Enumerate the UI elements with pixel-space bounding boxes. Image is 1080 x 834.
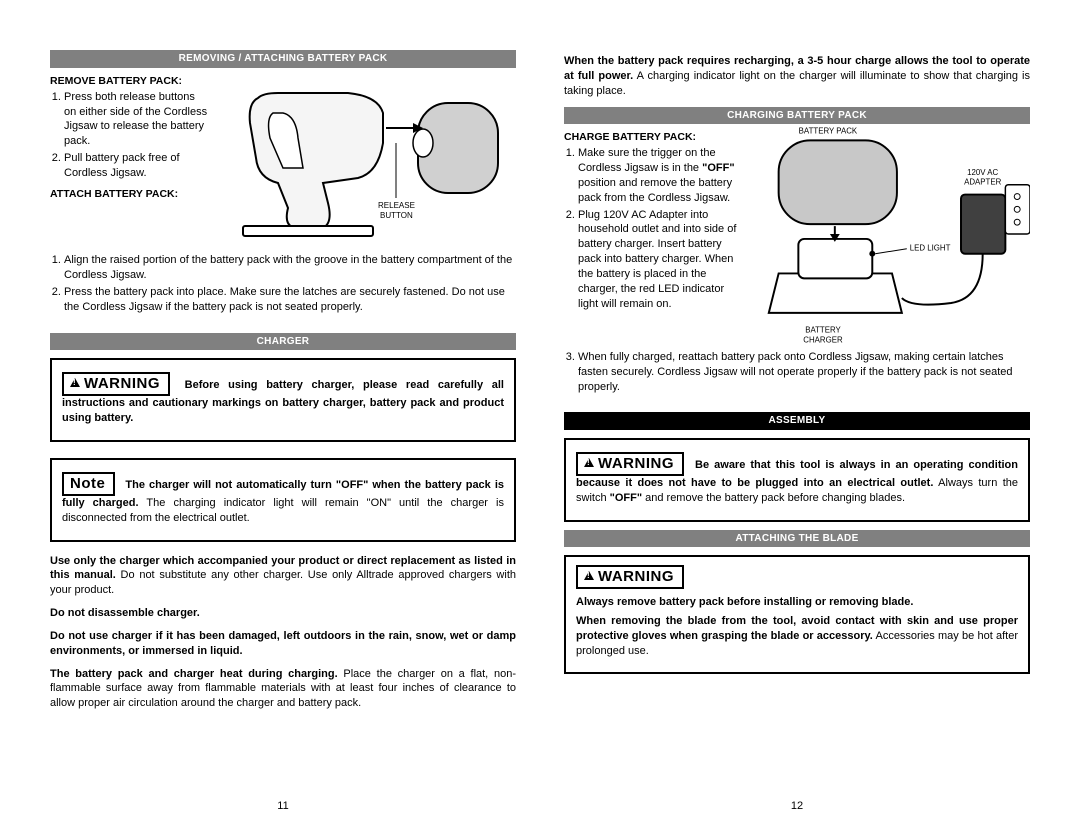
note-box-charger: Note The charger will not automatically … [50, 458, 516, 542]
charge-step-3: When fully charged, reattach battery pac… [578, 350, 1030, 395]
warning-label: WARNING [84, 375, 160, 392]
charger-p2: Do not disassemble charger. [50, 606, 516, 621]
page-number-right: 12 [564, 787, 1030, 814]
charge-list: Make sure the trigger on the Cordless Ji… [564, 146, 744, 311]
remove-heading: REMOVE BATTERY PACK: [50, 74, 210, 88]
page-number-left: 11 [50, 787, 516, 814]
attach-step-2: Press the battery pack into place. Make … [64, 285, 516, 315]
right-column: When the battery pack requires rechargin… [564, 50, 1030, 814]
warning-triangle-icon [70, 378, 80, 387]
jigsaw-figure: RELEASE BUTTON [220, 68, 516, 252]
svg-text:120V AC: 120V AC [967, 168, 998, 177]
section-bar-blade: ATTACHING THE BLADE [564, 530, 1030, 548]
intro-rest: A charging indicator light on the charge… [564, 70, 1030, 97]
warning-badge-3: WARNING [576, 565, 684, 589]
jigsaw-illustration: RELEASE BUTTON [220, 68, 516, 248]
charger-p4: The battery pack and charger heat during… [50, 667, 516, 712]
attach-heading: ATTACH BATTERY PACK: [50, 187, 210, 201]
warn3-a: Always remove battery pack before instal… [576, 595, 1018, 610]
charge-step-2: Plug 120V AC Adapter into household outl… [578, 208, 744, 312]
warning-label-2: WARNING [598, 455, 674, 472]
svg-text:BATTERY: BATTERY [805, 326, 841, 335]
remove-step-1: Press both release buttons on either sid… [64, 90, 210, 149]
charger-p1-rest: Do not substitute any other charger. Use… [50, 569, 516, 596]
warning-label-3: WARNING [598, 568, 674, 585]
svg-text:BUTTON: BUTTON [380, 211, 413, 220]
intro-text: When the battery pack requires rechargin… [564, 54, 1030, 99]
warning-badge-2: WARNING [576, 452, 684, 476]
charger-p4-bold: The battery pack and charger heat during… [50, 668, 338, 680]
remove-step-2: Pull battery pack free of Cordless Jigsa… [64, 151, 210, 181]
attach-list: Align the raised portion of the battery … [50, 253, 516, 316]
remove-wrap: REMOVE BATTERY PACK: Press both release … [50, 68, 516, 252]
note-badge: Note [62, 472, 115, 496]
svg-text:ADAPTER: ADAPTER [964, 178, 1002, 187]
warning-box-charger: WARNING Before using battery charger, pl… [50, 358, 516, 442]
note-label: Note [70, 475, 105, 492]
attach-step-1: Align the raised portion of the battery … [64, 253, 516, 283]
svg-text:CHARGER: CHARGER [803, 335, 843, 344]
charging-wrap: CHARGE BATTERY PACK: Make sure the trigg… [564, 124, 1030, 348]
remove-list: Press both release buttons on either sid… [50, 90, 210, 181]
warning-box-assembly: WARNING Be aware that this tool is alway… [564, 438, 1030, 522]
svg-text:LED LIGHT: LED LIGHT [910, 244, 951, 253]
charge-heading: CHARGE BATTERY PACK: [564, 130, 744, 144]
section-bar-removing: REMOVING / ATTACHING BATTERY PACK [50, 50, 516, 68]
warning-triangle-icon-3 [584, 571, 594, 580]
warn2-off: "OFF" [610, 492, 642, 504]
warn3-b: When removing the blade from the tool, a… [576, 614, 1018, 659]
release-button-label: RELEASE [378, 201, 415, 210]
warn2-rest2: and remove the battery pack before chang… [642, 492, 905, 504]
charger-figure: BATTERY PACK LED LIGHT BATTERY CHARGER 1… [754, 124, 1030, 348]
charge-list-cont: When fully charged, reattach battery pac… [564, 350, 1030, 397]
svg-text:BATTERY PACK: BATTERY PACK [799, 126, 858, 135]
warning-badge: WARNING [62, 372, 170, 396]
warning-box-blade: WARNING Always remove battery pack befor… [564, 555, 1030, 674]
charging-text: CHARGE BATTERY PACK: Make sure the trigg… [564, 124, 744, 317]
warning-triangle-icon-2 [584, 458, 594, 467]
remove-text: REMOVE BATTERY PACK: Press both release … [50, 68, 210, 203]
charger-p1: Use only the charger which accompanied y… [50, 554, 516, 599]
left-column: REMOVING / ATTACHING BATTERY PACK REMOVE… [50, 50, 516, 814]
section-bar-charging: CHARGING BATTERY PACK [564, 107, 1030, 125]
section-bar-assembly: ASSEMBLY [564, 412, 1030, 430]
charger-illustration: BATTERY PACK LED LIGHT BATTERY CHARGER 1… [754, 124, 1030, 344]
charger-p2-bold: Do not disassemble charger. [50, 607, 200, 619]
charger-p3-bold: Do not use charger if it has been damage… [50, 630, 516, 657]
charge-step-1: Make sure the trigger on the Cordless Ji… [578, 146, 744, 205]
section-bar-charger: CHARGER [50, 333, 516, 351]
charger-p3: Do not use charger if it has been damage… [50, 629, 516, 659]
